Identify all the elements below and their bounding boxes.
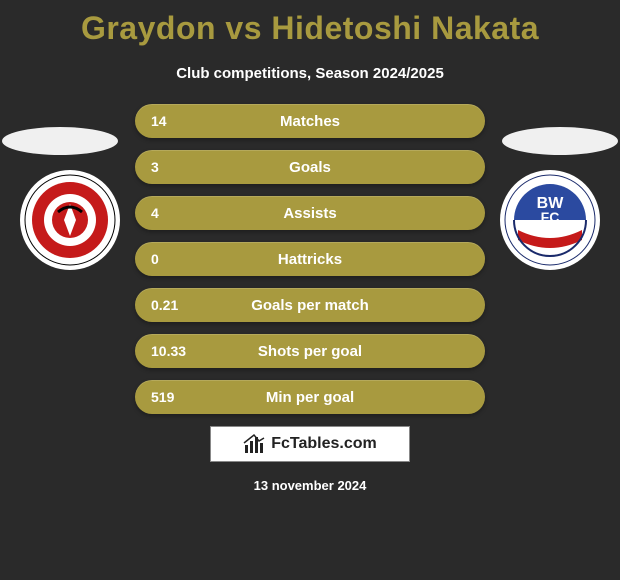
- stat-label: Min per goal: [215, 389, 405, 406]
- stats-container: 14 Matches 3 Goals 4 Assists 0 Hattricks…: [0, 104, 620, 414]
- brand-box[interactable]: FcTables.com: [210, 426, 410, 462]
- stat-label: Hattricks: [215, 251, 405, 268]
- stat-label: Shots per goal: [215, 343, 405, 360]
- stat-row-goals-per-match: 0.21 Goals per match: [135, 288, 485, 322]
- stat-value-left: 0: [135, 251, 215, 267]
- stat-label: Goals per match: [215, 297, 405, 314]
- footer-date: 13 november 2024: [0, 478, 620, 493]
- stat-label: Goals: [215, 159, 405, 176]
- stat-row-matches: 14 Matches: [135, 104, 485, 138]
- page-title: Graydon vs Hidetoshi Nakata: [0, 0, 620, 47]
- stat-value-left: 4: [135, 205, 215, 221]
- stat-value-left: 3: [135, 159, 215, 175]
- stat-row-assists: 4 Assists: [135, 196, 485, 230]
- stat-value-left: 519: [135, 389, 215, 405]
- brand-label: FcTables.com: [271, 435, 377, 453]
- stat-value-left: 0.21: [135, 297, 215, 313]
- stat-row-shots-per-goal: 10.33 Shots per goal: [135, 334, 485, 368]
- stat-value-left: 14: [135, 113, 215, 129]
- stat-label: Matches: [215, 113, 405, 130]
- bar-chart-icon: [243, 433, 265, 455]
- stat-row-goals: 3 Goals: [135, 150, 485, 184]
- stat-value-left: 10.33: [135, 343, 215, 359]
- stat-label: Assists: [215, 205, 405, 222]
- subtitle: Club competitions, Season 2024/2025: [0, 65, 620, 82]
- stat-row-min-per-goal: 519 Min per goal: [135, 380, 485, 414]
- stat-row-hattricks: 0 Hattricks: [135, 242, 485, 276]
